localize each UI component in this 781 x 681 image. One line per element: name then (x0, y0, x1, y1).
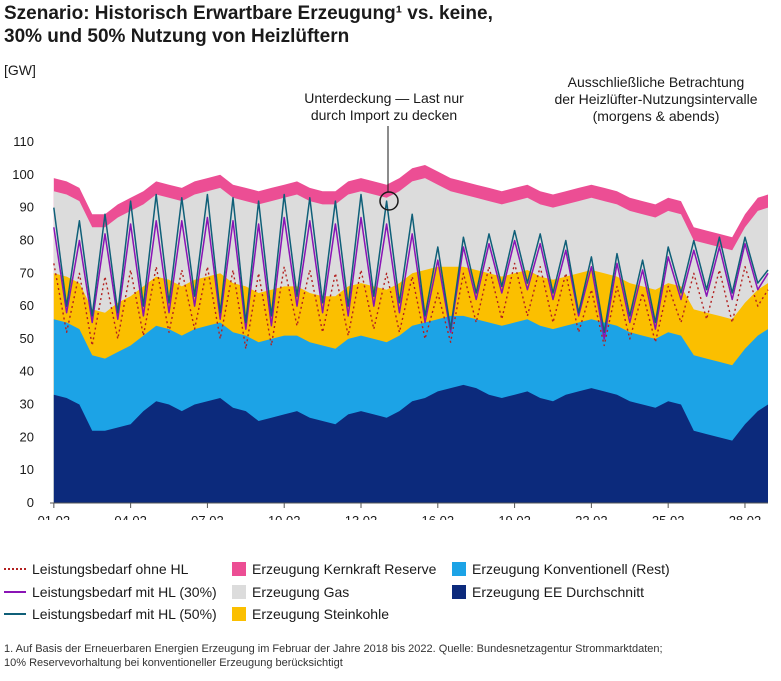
annotation-scope-line2: der Heizlüfter-Nutzungsintervalle (554, 91, 758, 107)
legend-label-conventional: Erzeugung Konventionell (Rest) (472, 561, 670, 577)
annotation-scope: Ausschließliche Betrachtung der Heizlüft… (536, 74, 776, 125)
y-tick-label: 100 (12, 167, 34, 182)
y-tick-label: 60 (20, 298, 34, 313)
y-tick-label: 30 (20, 397, 34, 412)
stacked-areas (53, 165, 769, 503)
x-tick-label: 25.02 (652, 513, 685, 520)
y-tick-label: 90 (20, 200, 34, 215)
line-hl50 (53, 193, 769, 334)
x-tick-label: 13.02 (345, 513, 378, 520)
legend-line-icon (4, 613, 26, 615)
y-axis-unit: [GW] (4, 62, 36, 78)
legend-dotted-line-icon (4, 568, 26, 570)
x-tick-label: 22.02 (575, 513, 608, 520)
legend-label-renewables: Erzeugung EE Durchschnitt (472, 584, 644, 600)
x-tick-label: 16.02 (422, 513, 455, 520)
legend-label-coal: Erzeugung Steinkohle (252, 606, 389, 622)
annotation-marks (379, 126, 399, 211)
y-tick-label: 40 (20, 364, 34, 379)
x-tick-label: 01.02 (38, 513, 71, 520)
line-hl30 (53, 216, 769, 340)
x-tick-label: 07.02 (191, 513, 224, 520)
legend-swatch-icon (232, 607, 246, 621)
chart-plot: 0 10 20 30 40 50 60 70 80 90 100 110 01.02 04.02 07.02… (12, 126, 769, 520)
annotation-deficit-line2: durch Import zu decken (310, 107, 458, 123)
annotation-scope-line1: Ausschließliche Betrachtung (567, 74, 745, 90)
x-tick-label: 28.02 (729, 513, 762, 520)
legend-label-hl30: Leistungsbedarf mit HL (30%) (32, 584, 217, 600)
y-tick-label: 80 (20, 232, 34, 247)
y-tick-label: 10 (20, 462, 34, 477)
y-tick-label: 70 (20, 265, 34, 280)
annotation-circle-icon (379, 191, 399, 211)
footnote-line2: 10% Reservevorhaltung bei konventionelle… (4, 657, 343, 669)
legend-swatch-icon (232, 562, 246, 576)
footnote-line1: 1. Auf Basis der Erneuerbaren Energien E… (4, 643, 663, 655)
y-tick-label: 20 (20, 429, 34, 444)
x-tick-label: 04.02 (114, 513, 147, 520)
legend-line-icon (4, 591, 26, 593)
annotation-deficit: Unterdeckung — Last nur durch Import zu … (284, 90, 484, 124)
legend-label-hl50: Leistungsbedarf mit HL (50%) (32, 606, 217, 622)
y-tick-label: 110 (13, 134, 34, 149)
chart-title-line2: 30% und 50% Nutzung von Heizlüftern (4, 26, 350, 47)
chart-title-line1: Szenario: Historisch Erwartbare Erzeugun… (4, 3, 493, 24)
legend-label-no-hl: Leistungsbedarf ohne HL (32, 561, 189, 577)
area-renewables (53, 384, 769, 503)
y-tick-label: 0 (27, 495, 34, 510)
legend-swatch-icon (232, 585, 246, 599)
annotation-deficit-line1: Unterdeckung — Last nur (304, 90, 464, 106)
x-tick-label: 19.02 (498, 513, 531, 520)
legend-swatch-icon (452, 585, 466, 599)
footnote: 1. Auf Basis der Erneuerbaren Energien E… (4, 642, 774, 670)
chart-title: Szenario: Historisch Erwartbare Erzeugun… (4, 2, 493, 48)
demand-lines (53, 193, 769, 350)
legend-label-nuclear: Erzeugung Kernkraft Reserve (252, 561, 437, 577)
annotation-scope-line3: (morgens & abends) (592, 108, 720, 124)
x-tick-label: 10.02 (268, 513, 301, 520)
y-tick-label: 50 (20, 331, 34, 346)
legend-swatch-icon (452, 562, 466, 576)
axes: 0 10 20 30 40 50 60 70 80 90 100 110 01.02 04.02 07.02… (12, 134, 768, 520)
legend-label-gas: Erzeugung Gas (252, 584, 350, 600)
